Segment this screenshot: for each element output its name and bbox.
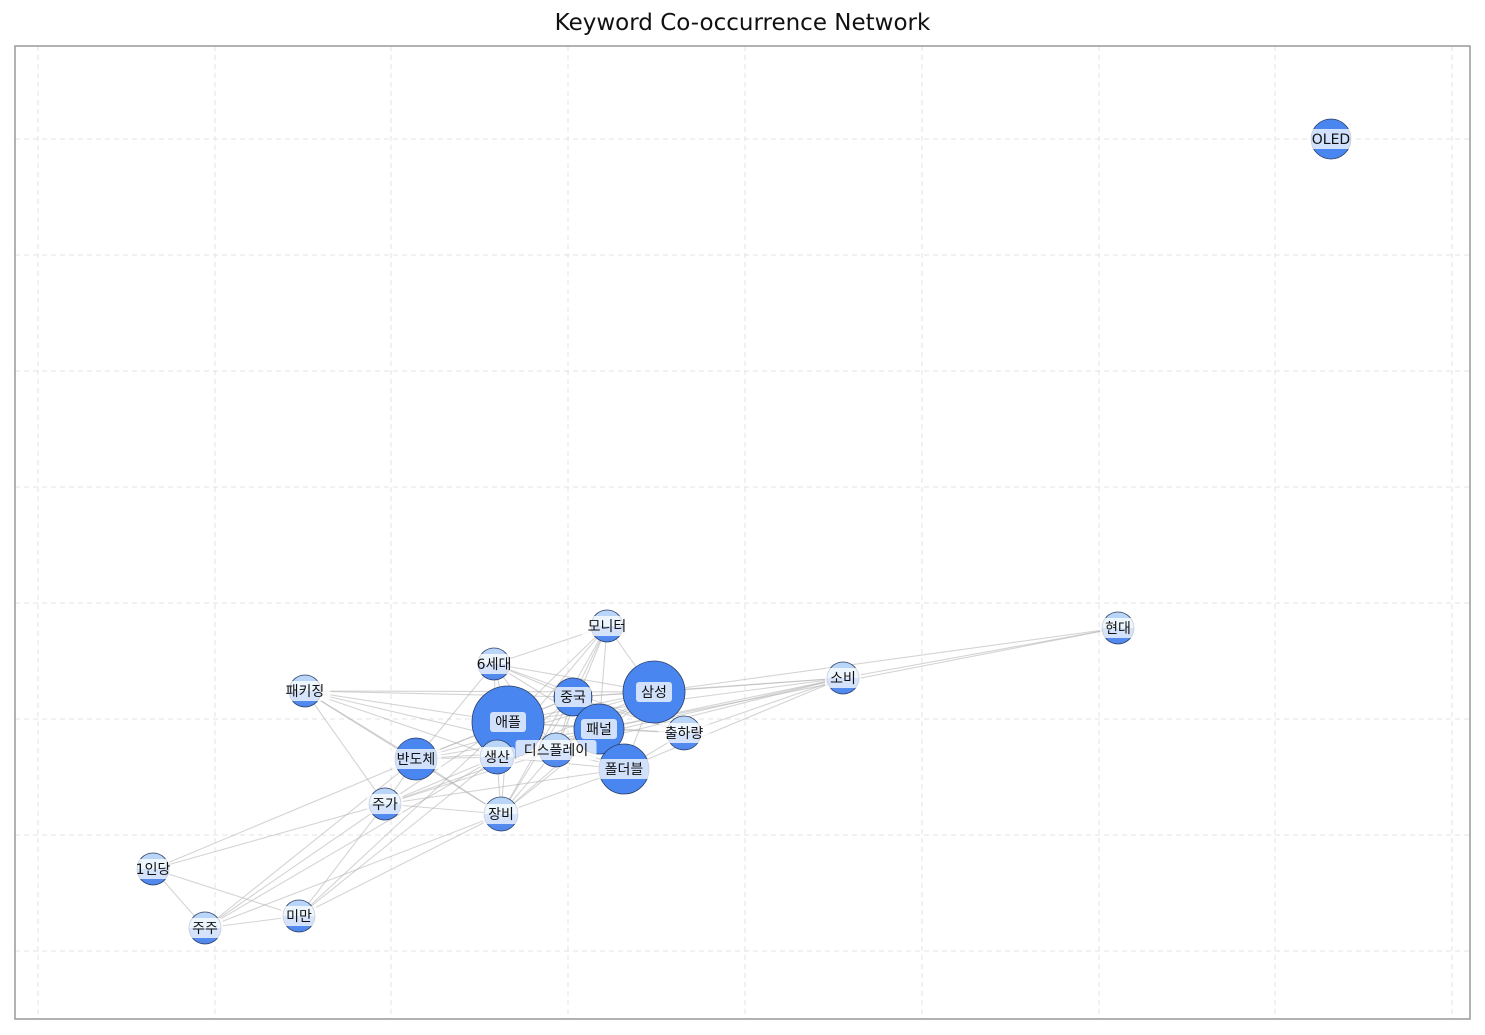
node-label: 생산 (484, 750, 510, 766)
node-label: 출하량 (665, 726, 704, 742)
node-생산[interactable]: 생산 (479, 739, 515, 775)
edge-1인당-미만 (152, 868, 300, 917)
edge-패키징-삼성 (304, 690, 655, 693)
node-label: 현대 (1105, 621, 1131, 637)
node-label-box (825, 668, 861, 688)
edge-소비-출하량 (683, 677, 844, 734)
node-주가[interactable]: 주가 (367, 787, 403, 821)
edge-주가-미만 (298, 803, 386, 917)
node-label: 6세대 (477, 657, 512, 673)
node-label-box (490, 712, 526, 732)
node-label: 주가 (372, 797, 398, 813)
node-label: 삼성 (641, 685, 667, 701)
node-6세대[interactable]: 6세대 (477, 647, 512, 681)
node-label-box (479, 747, 515, 767)
node-label: 패널 (586, 722, 612, 738)
node-label-box (136, 859, 170, 879)
node-주주[interactable]: 주주 (187, 911, 223, 945)
node-label-box (581, 616, 633, 636)
edge-장비-미만 (298, 813, 502, 917)
node-label-box (658, 723, 710, 743)
node-label-box (515, 740, 597, 760)
edge-생산-미만 (298, 756, 498, 917)
node-label: 주주 (192, 921, 218, 937)
node-label-box (636, 682, 672, 702)
edge-폴더블-주가 (384, 768, 625, 805)
edge-주가-장비 (384, 803, 502, 815)
edge-생산-주가 (384, 756, 498, 805)
edge-주가-주주 (204, 803, 386, 929)
node-label-box (555, 687, 591, 707)
edge-현대-소비 (842, 627, 1119, 679)
edge-주주-생산 (204, 756, 498, 929)
node-label-box (281, 906, 317, 926)
node-패키징[interactable]: 패키징 (279, 674, 331, 708)
node-label: 폴더블 (605, 762, 644, 778)
edge-반도체-주주 (204, 758, 417, 929)
edge-주가-1인당 (152, 803, 386, 870)
edge-장비-주주 (204, 813, 502, 929)
node-label: 패키징 (286, 684, 325, 700)
edge-반도체-1인당 (152, 758, 417, 870)
node-label-box (187, 918, 223, 938)
chart-title: Keyword Co-occurrence Network (554, 10, 931, 36)
node-1인당[interactable]: 1인당 (136, 852, 171, 886)
node-label: 반도체 (397, 752, 436, 768)
node-애플[interactable]: 애플 (471, 685, 545, 759)
node-중국[interactable]: 중국 (553, 677, 593, 717)
node-label: 소비 (830, 671, 856, 687)
node-label-box (483, 804, 519, 824)
node-소비[interactable]: 소비 (825, 661, 861, 695)
grid-lines (15, 46, 1470, 1019)
node-label-box (279, 681, 331, 701)
node-미만[interactable]: 미만 (281, 899, 317, 933)
node-반도체[interactable]: 반도체 (390, 737, 442, 781)
node-label: 중국 (560, 690, 586, 706)
edge-소비-폴더블 (623, 677, 844, 770)
node-label: 애플 (495, 715, 521, 731)
edge-소비-패널 (598, 677, 844, 730)
node-label: 모니터 (588, 619, 627, 635)
node-디스플레이[interactable]: 디스플레이 (515, 732, 597, 768)
node-출하량[interactable]: 출하량 (658, 715, 710, 751)
node-label-box (367, 794, 403, 814)
node-삼성[interactable]: 삼성 (622, 660, 686, 724)
node-label-box (1310, 129, 1352, 149)
edge-패키징-주가 (304, 690, 386, 805)
node-label: 장비 (488, 807, 514, 823)
edge-미만-애플 (298, 721, 509, 917)
edge-패키징-생산 (304, 690, 498, 758)
node-label-box (598, 759, 650, 779)
node-모니터[interactable]: 모니터 (581, 609, 633, 643)
node-label: 미만 (286, 909, 312, 925)
node-장비[interactable]: 장비 (483, 796, 519, 832)
node-OLED[interactable]: OLED (1310, 118, 1352, 160)
node-label-box (1100, 618, 1136, 638)
edge-현대-삼성 (653, 627, 1119, 693)
node-label: 디스플레이 (524, 743, 588, 759)
node-폴더블[interactable]: 폴더블 (598, 743, 650, 795)
node-label-box (477, 654, 511, 674)
node-현대[interactable]: 현대 (1100, 611, 1136, 645)
plot-frame (14, 45, 1471, 1020)
node-label-box (581, 719, 617, 739)
node-label: OLED (1312, 132, 1350, 148)
node-label: 1인당 (136, 862, 171, 878)
node-label-box (390, 749, 442, 769)
